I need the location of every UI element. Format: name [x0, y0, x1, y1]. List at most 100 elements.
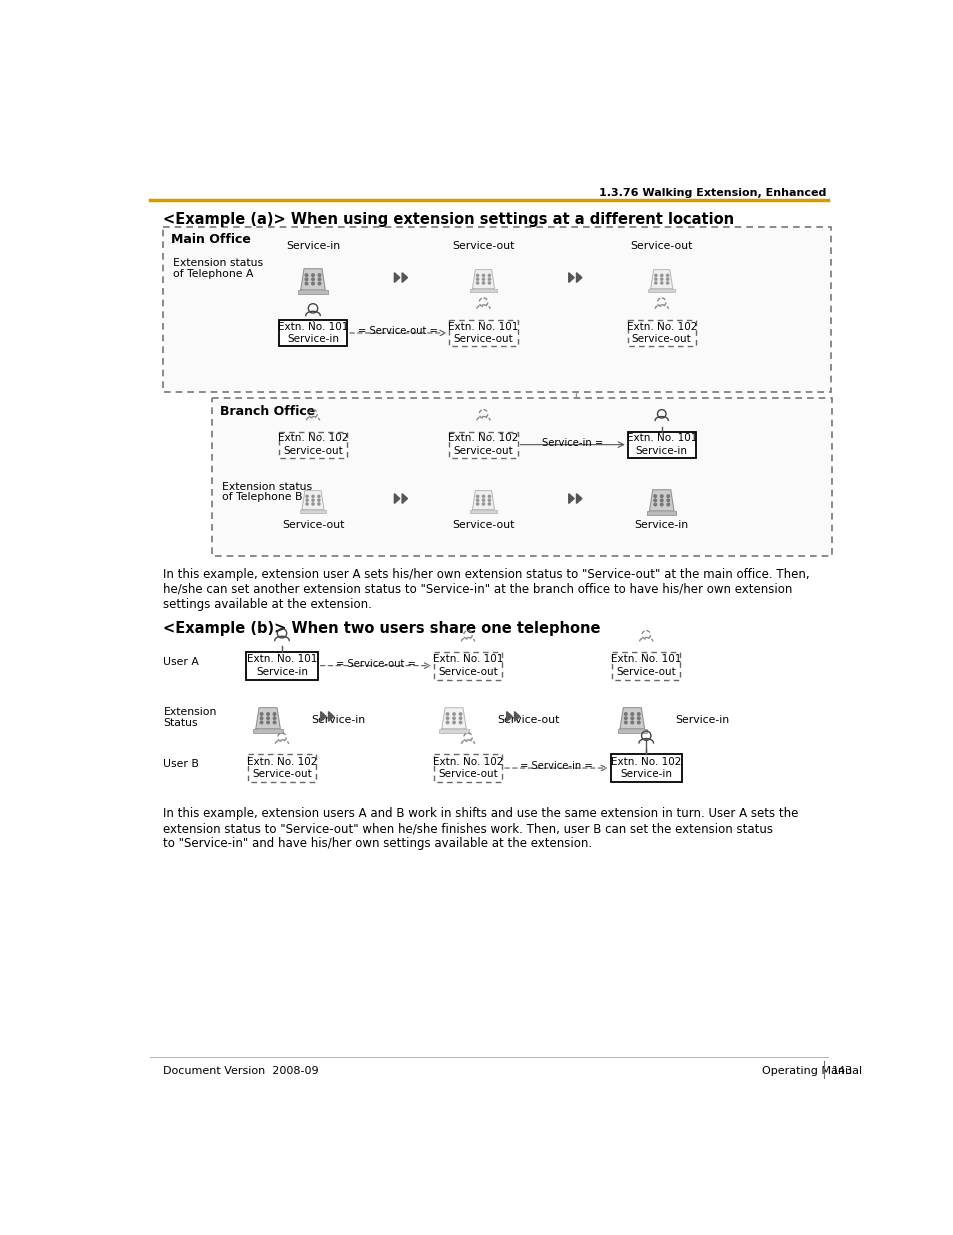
Circle shape — [482, 282, 484, 284]
Circle shape — [488, 282, 490, 284]
Circle shape — [260, 718, 263, 720]
Bar — [627, 431, 695, 458]
Circle shape — [476, 274, 478, 277]
Circle shape — [659, 499, 662, 501]
Circle shape — [306, 499, 308, 501]
Bar — [470, 289, 497, 293]
Bar — [439, 729, 468, 732]
Polygon shape — [302, 490, 324, 510]
Text: Extension status: Extension status — [172, 258, 263, 268]
Bar — [163, 227, 831, 393]
Polygon shape — [576, 494, 581, 504]
Bar — [248, 755, 315, 782]
Text: Service-in: Service-in — [286, 241, 339, 251]
Text: 143: 143 — [831, 1066, 853, 1076]
Circle shape — [260, 721, 263, 724]
Circle shape — [637, 718, 639, 720]
Text: Extn. No. 101: Extn. No. 101 — [277, 322, 348, 332]
Circle shape — [624, 718, 626, 720]
Circle shape — [630, 718, 633, 720]
Text: Service-out: Service-out — [616, 667, 676, 677]
Text: Service-in: Service-in — [311, 715, 365, 725]
Circle shape — [653, 503, 656, 506]
Text: In this example, extension users A and B work in shifts and use the same extensi: In this example, extension users A and B… — [163, 808, 798, 851]
Polygon shape — [402, 273, 407, 283]
Bar — [434, 652, 501, 679]
Polygon shape — [568, 494, 574, 504]
Bar — [449, 320, 517, 346]
Circle shape — [637, 721, 639, 724]
Text: Service-in: Service-in — [255, 667, 308, 677]
Text: User B: User B — [163, 760, 199, 769]
Circle shape — [488, 278, 490, 280]
Polygon shape — [328, 711, 334, 721]
Circle shape — [630, 721, 633, 724]
Circle shape — [488, 503, 490, 505]
Text: Extn. No. 102: Extn. No. 102 — [277, 433, 348, 443]
Circle shape — [312, 495, 314, 498]
Text: Service-out: Service-out — [452, 520, 515, 530]
Text: Extn. No. 101: Extn. No. 101 — [611, 655, 680, 664]
Polygon shape — [568, 273, 574, 283]
Circle shape — [654, 278, 657, 280]
Circle shape — [306, 503, 308, 505]
Text: Extn. No. 101: Extn. No. 101 — [247, 655, 316, 664]
Circle shape — [446, 721, 448, 724]
Circle shape — [317, 495, 320, 498]
Circle shape — [312, 278, 314, 280]
Circle shape — [476, 282, 478, 284]
Text: Service-in: Service-in — [635, 446, 687, 456]
Text: 1.3.76 Walking Extension, Enhanced: 1.3.76 Walking Extension, Enhanced — [598, 188, 825, 199]
Circle shape — [666, 499, 669, 501]
Text: In this example, extension user A sets his/her own extension status to "Service-: In this example, extension user A sets h… — [163, 568, 809, 611]
Text: Extn. No. 102: Extn. No. 102 — [433, 757, 502, 767]
Circle shape — [666, 274, 668, 277]
Circle shape — [637, 713, 639, 715]
Circle shape — [312, 274, 314, 277]
Text: Service-out: Service-out — [437, 667, 497, 677]
Circle shape — [624, 721, 626, 724]
Circle shape — [659, 278, 662, 280]
Circle shape — [273, 713, 275, 715]
Text: of Telephone A: of Telephone A — [172, 269, 253, 279]
Circle shape — [476, 503, 478, 505]
Bar — [449, 431, 517, 458]
Circle shape — [446, 713, 448, 715]
Circle shape — [624, 713, 626, 715]
Bar — [646, 511, 676, 515]
Circle shape — [659, 274, 662, 277]
Text: Service-out: Service-out — [281, 520, 344, 530]
Circle shape — [654, 274, 657, 277]
Circle shape — [312, 503, 314, 505]
Circle shape — [267, 721, 269, 724]
Text: Service-in: Service-in — [675, 715, 729, 725]
Polygon shape — [255, 708, 280, 729]
Circle shape — [273, 721, 275, 724]
Text: Service-out: Service-out — [252, 769, 312, 779]
Polygon shape — [402, 494, 407, 504]
Text: Service-out: Service-out — [631, 335, 691, 345]
Text: = Service-out =: = Service-out = — [335, 658, 416, 668]
Bar — [246, 652, 317, 679]
Circle shape — [273, 718, 275, 720]
Circle shape — [630, 713, 633, 715]
Text: Extn. No. 102: Extn. No. 102 — [626, 322, 697, 332]
Text: Service-in: Service-in — [287, 335, 338, 345]
Text: Extn. No. 101: Extn. No. 101 — [433, 655, 502, 664]
Circle shape — [482, 278, 484, 280]
Circle shape — [453, 721, 455, 724]
Circle shape — [458, 721, 461, 724]
Polygon shape — [394, 494, 399, 504]
Polygon shape — [506, 711, 512, 721]
Text: Main Office: Main Office — [171, 233, 251, 246]
Text: Service-in: Service-in — [619, 769, 672, 779]
Circle shape — [318, 278, 320, 280]
Polygon shape — [619, 708, 644, 729]
Text: Extn. No. 102: Extn. No. 102 — [611, 757, 680, 767]
Circle shape — [312, 283, 314, 285]
Circle shape — [267, 718, 269, 720]
Polygon shape — [441, 708, 466, 729]
Bar — [299, 510, 326, 514]
Bar — [212, 399, 831, 556]
Text: Extension: Extension — [163, 708, 216, 718]
